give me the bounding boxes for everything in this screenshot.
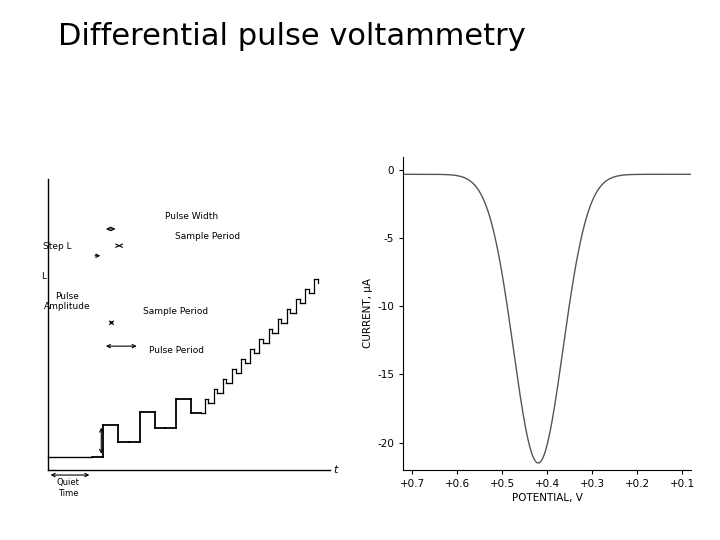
Text: Pulse
Amplitude: Pulse Amplitude	[43, 292, 90, 312]
Text: Quiet
Time: Quiet Time	[57, 478, 80, 498]
Text: Pulse Width: Pulse Width	[165, 212, 218, 221]
Text: Sample Period: Sample Period	[143, 307, 208, 316]
Text: Pulse Period: Pulse Period	[149, 346, 204, 355]
Text: t: t	[333, 465, 337, 475]
Y-axis label: CURRENT, μA: CURRENT, μA	[363, 278, 373, 348]
Text: Differential pulse voltammetry: Differential pulse voltammetry	[58, 22, 526, 51]
Text: L: L	[41, 272, 46, 281]
X-axis label: POTENTIAL, V: POTENTIAL, V	[512, 493, 582, 503]
Text: Step L: Step L	[43, 242, 71, 251]
Text: Sample Period: Sample Period	[174, 232, 240, 241]
